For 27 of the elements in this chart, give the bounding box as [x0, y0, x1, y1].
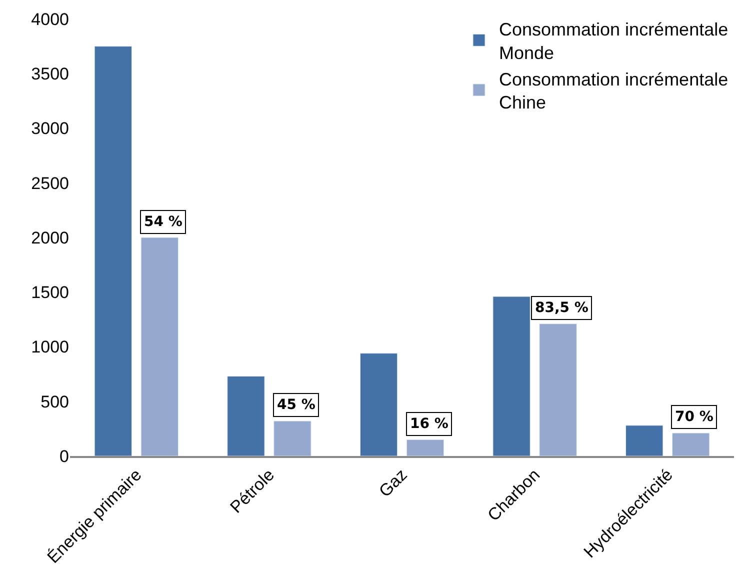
y-tick-label: 4000 [31, 10, 69, 29]
bar [227, 376, 265, 456]
y-tick-label: 3000 [31, 119, 69, 138]
y-tick-label: 1500 [31, 283, 69, 302]
bar [492, 296, 530, 456]
y-tick-label: 500 [40, 392, 69, 412]
legend-label: Consommation incrémentale Chine [499, 69, 728, 113]
annotation: 83,5 % [535, 300, 588, 316]
y-tick-label: 0 [60, 446, 69, 466]
y-tick-label: 2500 [31, 174, 69, 193]
bar [360, 353, 398, 456]
bar [539, 324, 577, 456]
bar [626, 425, 664, 456]
bar [274, 420, 312, 456]
y-tick-label: 1000 [31, 338, 69, 357]
y-tick-label: 3500 [31, 64, 69, 84]
annotation: 16 % [410, 416, 448, 432]
bar [672, 432, 710, 456]
annotation: 54 % [144, 214, 182, 230]
annotation: 70 % [675, 409, 714, 425]
bar [140, 237, 178, 456]
bar [406, 439, 444, 456]
annotation: 45 % [277, 397, 316, 413]
bar [94, 46, 132, 456]
x-tick-label: Gaz [375, 465, 411, 501]
y-tick-label: 2000 [31, 228, 69, 248]
legend-label: Consommation incrémentale Monde [499, 19, 728, 63]
